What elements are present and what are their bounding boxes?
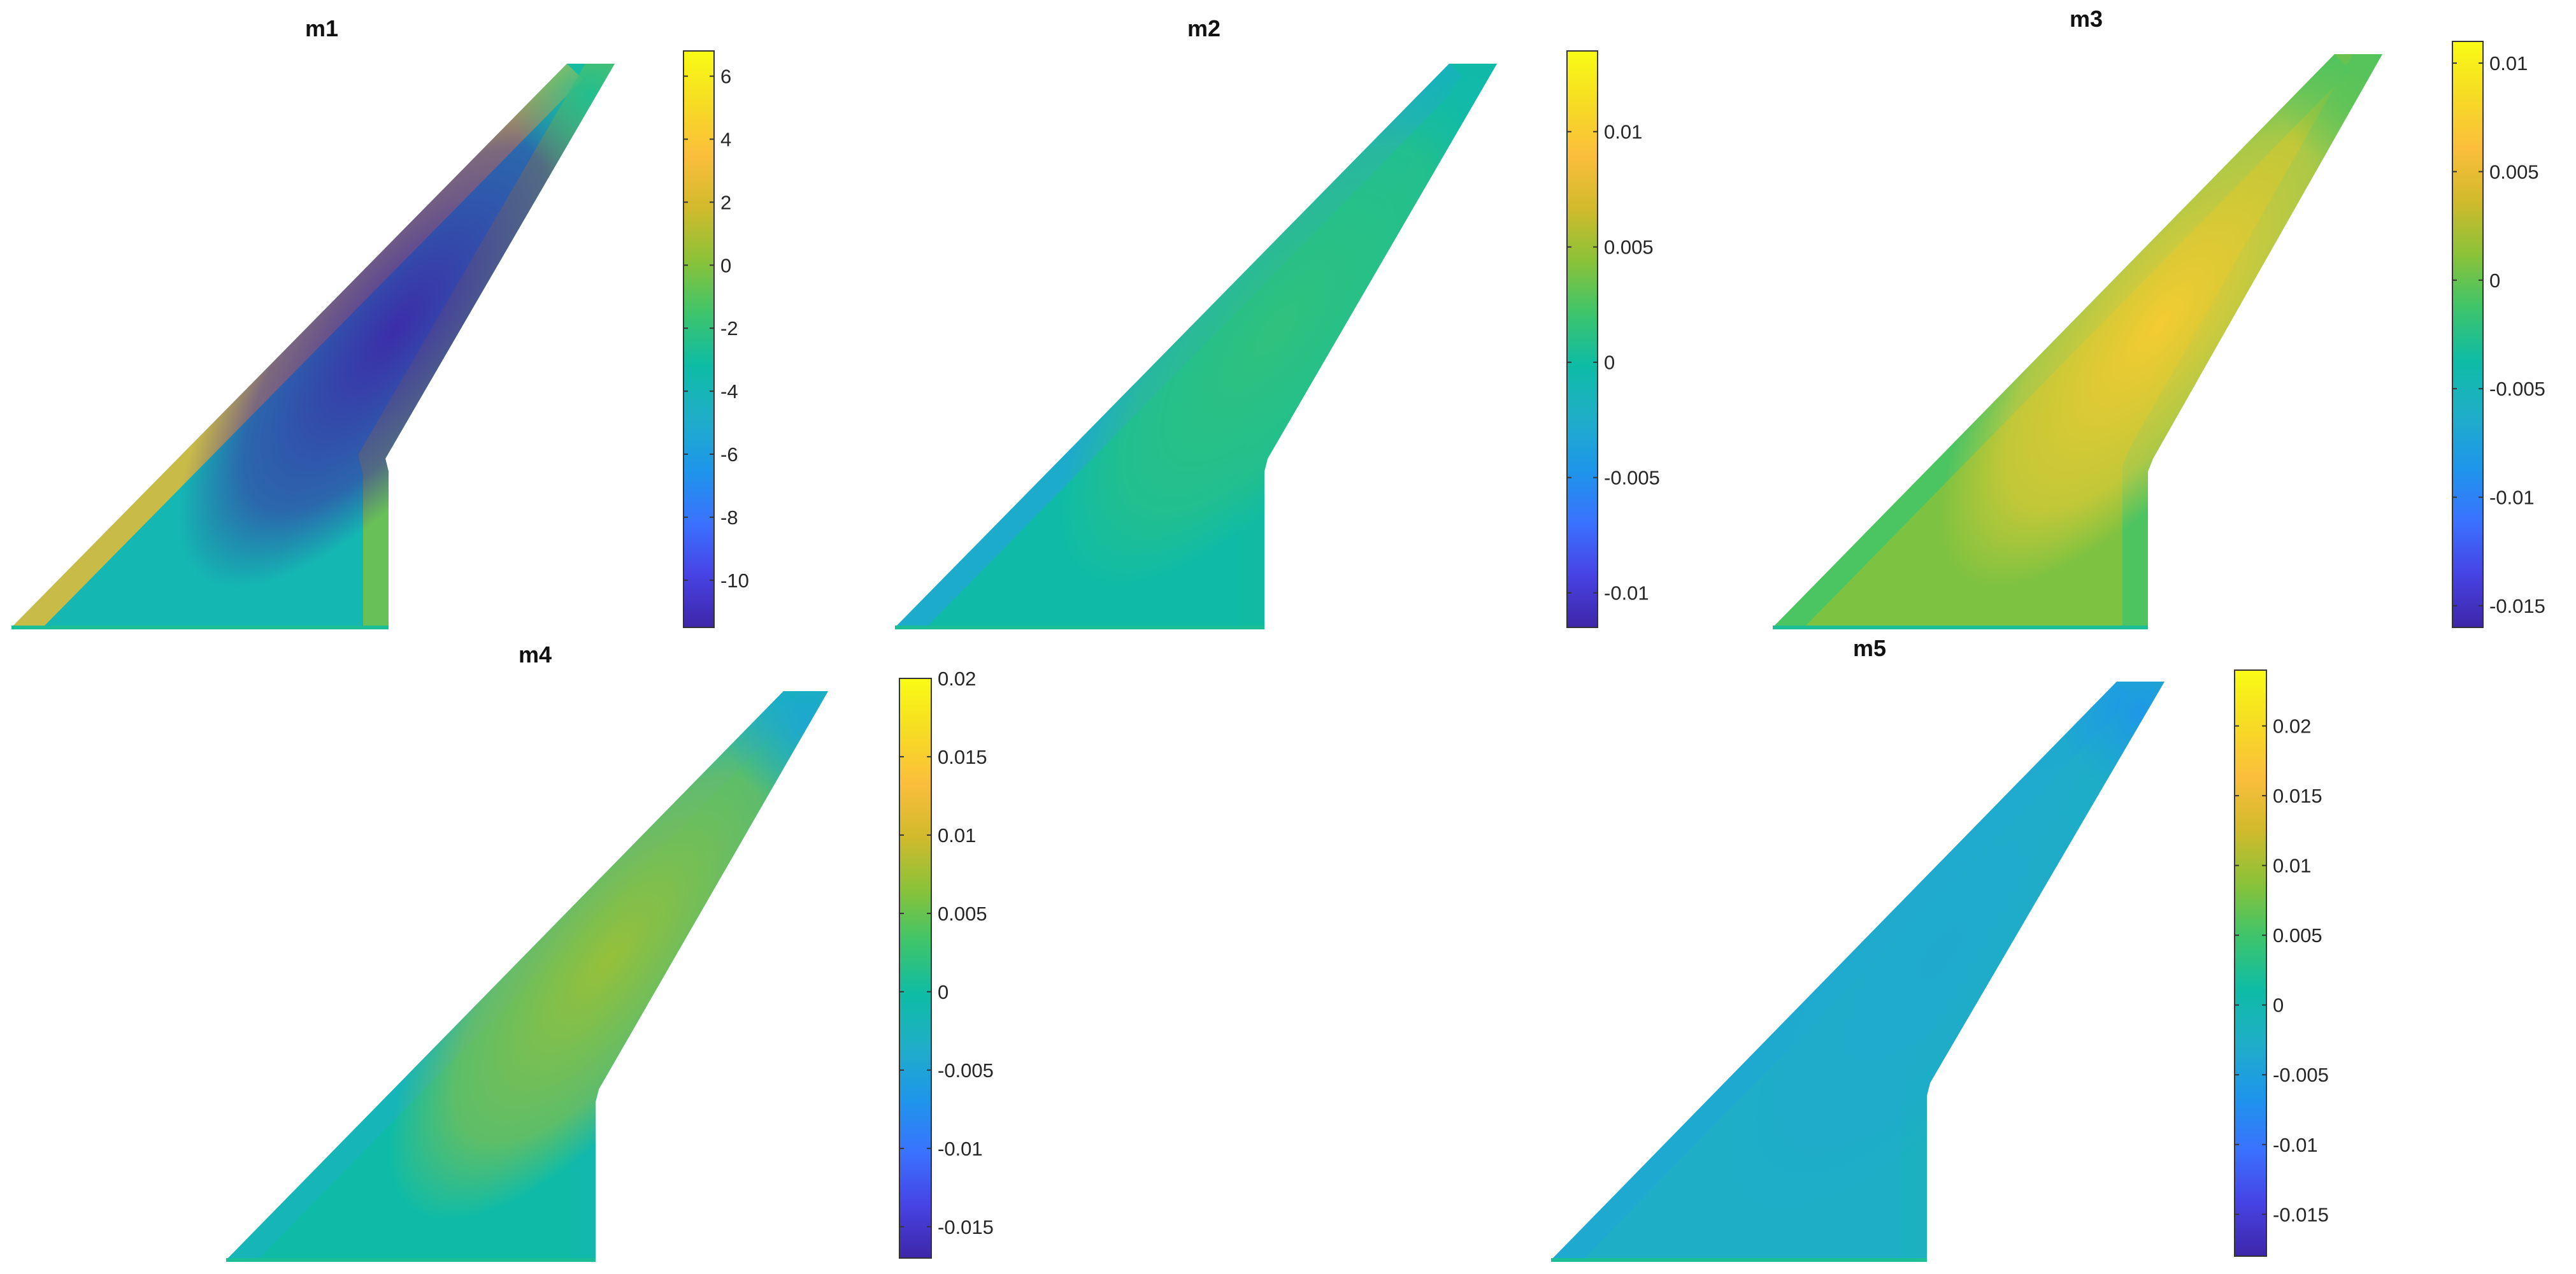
colorbar-tick-label: -0.01 [1604, 582, 1649, 605]
subplot-m3: m3 0.01 0.005 0 -0.005 -0.01 -0.015 [1773, 6, 2545, 629]
colorbar-tick-label: 0 [1604, 352, 1615, 374]
colorbar [1566, 50, 1598, 628]
colorbar-tick-label: -0.005 [2273, 1064, 2329, 1086]
center-band [1938, 62, 2380, 588]
colorbar-tick-label: 0.01 [938, 824, 976, 847]
subplot-m1: m1 6 4 2 0 -2 -4 -6 -8 -10 [11, 15, 749, 629]
colorbar-tick-label: -6 [720, 443, 738, 466]
colorbar-tick-label: 0 [2489, 269, 2500, 292]
subplot-title: m4 [519, 641, 552, 668]
colorbar-tick-label: -0.01 [2489, 487, 2535, 509]
colorbar-tick-label: 0.015 [2273, 785, 2322, 807]
colorbar-tick-label: 0.02 [938, 668, 976, 690]
colorbar-tick-label: -4 [720, 380, 738, 403]
colorbar-tick-label: 0 [720, 254, 731, 276]
colorbar-tick-label: 6 [720, 66, 731, 88]
colorbar-tick-label: -0.005 [2489, 378, 2545, 400]
colorbar-tick-label: 0.01 [1604, 121, 1642, 143]
colorbar [2452, 41, 2484, 628]
colorbar-tick-label: 4 [720, 128, 731, 150]
colorbar-tick-label: -0.01 [938, 1138, 983, 1160]
subplot-title: m1 [305, 15, 338, 41]
colorbar-tick-label: 0.01 [2489, 52, 2528, 75]
colorbar-tick-label: 0.005 [938, 903, 987, 925]
colorbar-tick-label: -0.015 [938, 1216, 994, 1238]
tip-region [1390, 64, 1497, 178]
colorbar-tick-label: 0.005 [2489, 161, 2539, 183]
subplot-title: m2 [1187, 15, 1220, 41]
subplot-title: m5 [1853, 635, 1886, 661]
colorbar-tick-label: -8 [720, 506, 738, 529]
colorbar-tick-label: -0.015 [2273, 1203, 2329, 1226]
colorbar-tick-label: 0.005 [1604, 236, 1654, 259]
subplot-m4: m4 0.02 0.015 0.01 0.005 0 -0.005 -0.01 -0.015 [226, 641, 994, 1262]
tip-region [2275, 54, 2382, 169]
colorbar-tick-label: 0.02 [2273, 715, 2311, 738]
colorbar-tick-label: -0.005 [938, 1059, 994, 1082]
colorbar [899, 678, 932, 1259]
colorbar-tick-label: 0 [2273, 994, 2284, 1017]
colorbar [2234, 669, 2267, 1257]
subplot-m2: m2 0.01 0.005 0 -0.005 -0.01 [895, 15, 1660, 629]
tip-region [723, 691, 828, 806]
colorbar-tick-label: 0.015 [938, 746, 987, 768]
wing-field [895, 64, 1497, 627]
colorbar-tick-label: 0.01 [2273, 855, 2311, 877]
subplot-title: m3 [2070, 6, 2103, 32]
colorbar-tick-label: -0.005 [1604, 467, 1660, 489]
colorbar [683, 50, 715, 628]
colorbar-tick-label: -10 [720, 569, 749, 592]
center-band [1058, 71, 1495, 588]
wing-field [1773, 54, 2382, 627]
tip-region [2057, 682, 2165, 796]
center-band [389, 699, 827, 1220]
colorbar-tick-label: 0 [938, 981, 948, 1003]
colorbar-tick-label: -0.015 [2489, 595, 2545, 617]
colorbar-tick-label: 0.005 [2273, 924, 2322, 947]
tip-region [508, 64, 615, 178]
subplot-m5: m5 0.02 0.015 0.01 0.005 0 -0.005 -0.01 -0.015 [1551, 635, 2329, 1262]
center-band [178, 71, 613, 588]
colorbar-tick-label: 2 [720, 191, 731, 213]
center-band [1717, 689, 2162, 1220]
colorbar-tick-label: -2 [720, 317, 738, 340]
colorbar-tick-label: -0.01 [2273, 1134, 2318, 1156]
